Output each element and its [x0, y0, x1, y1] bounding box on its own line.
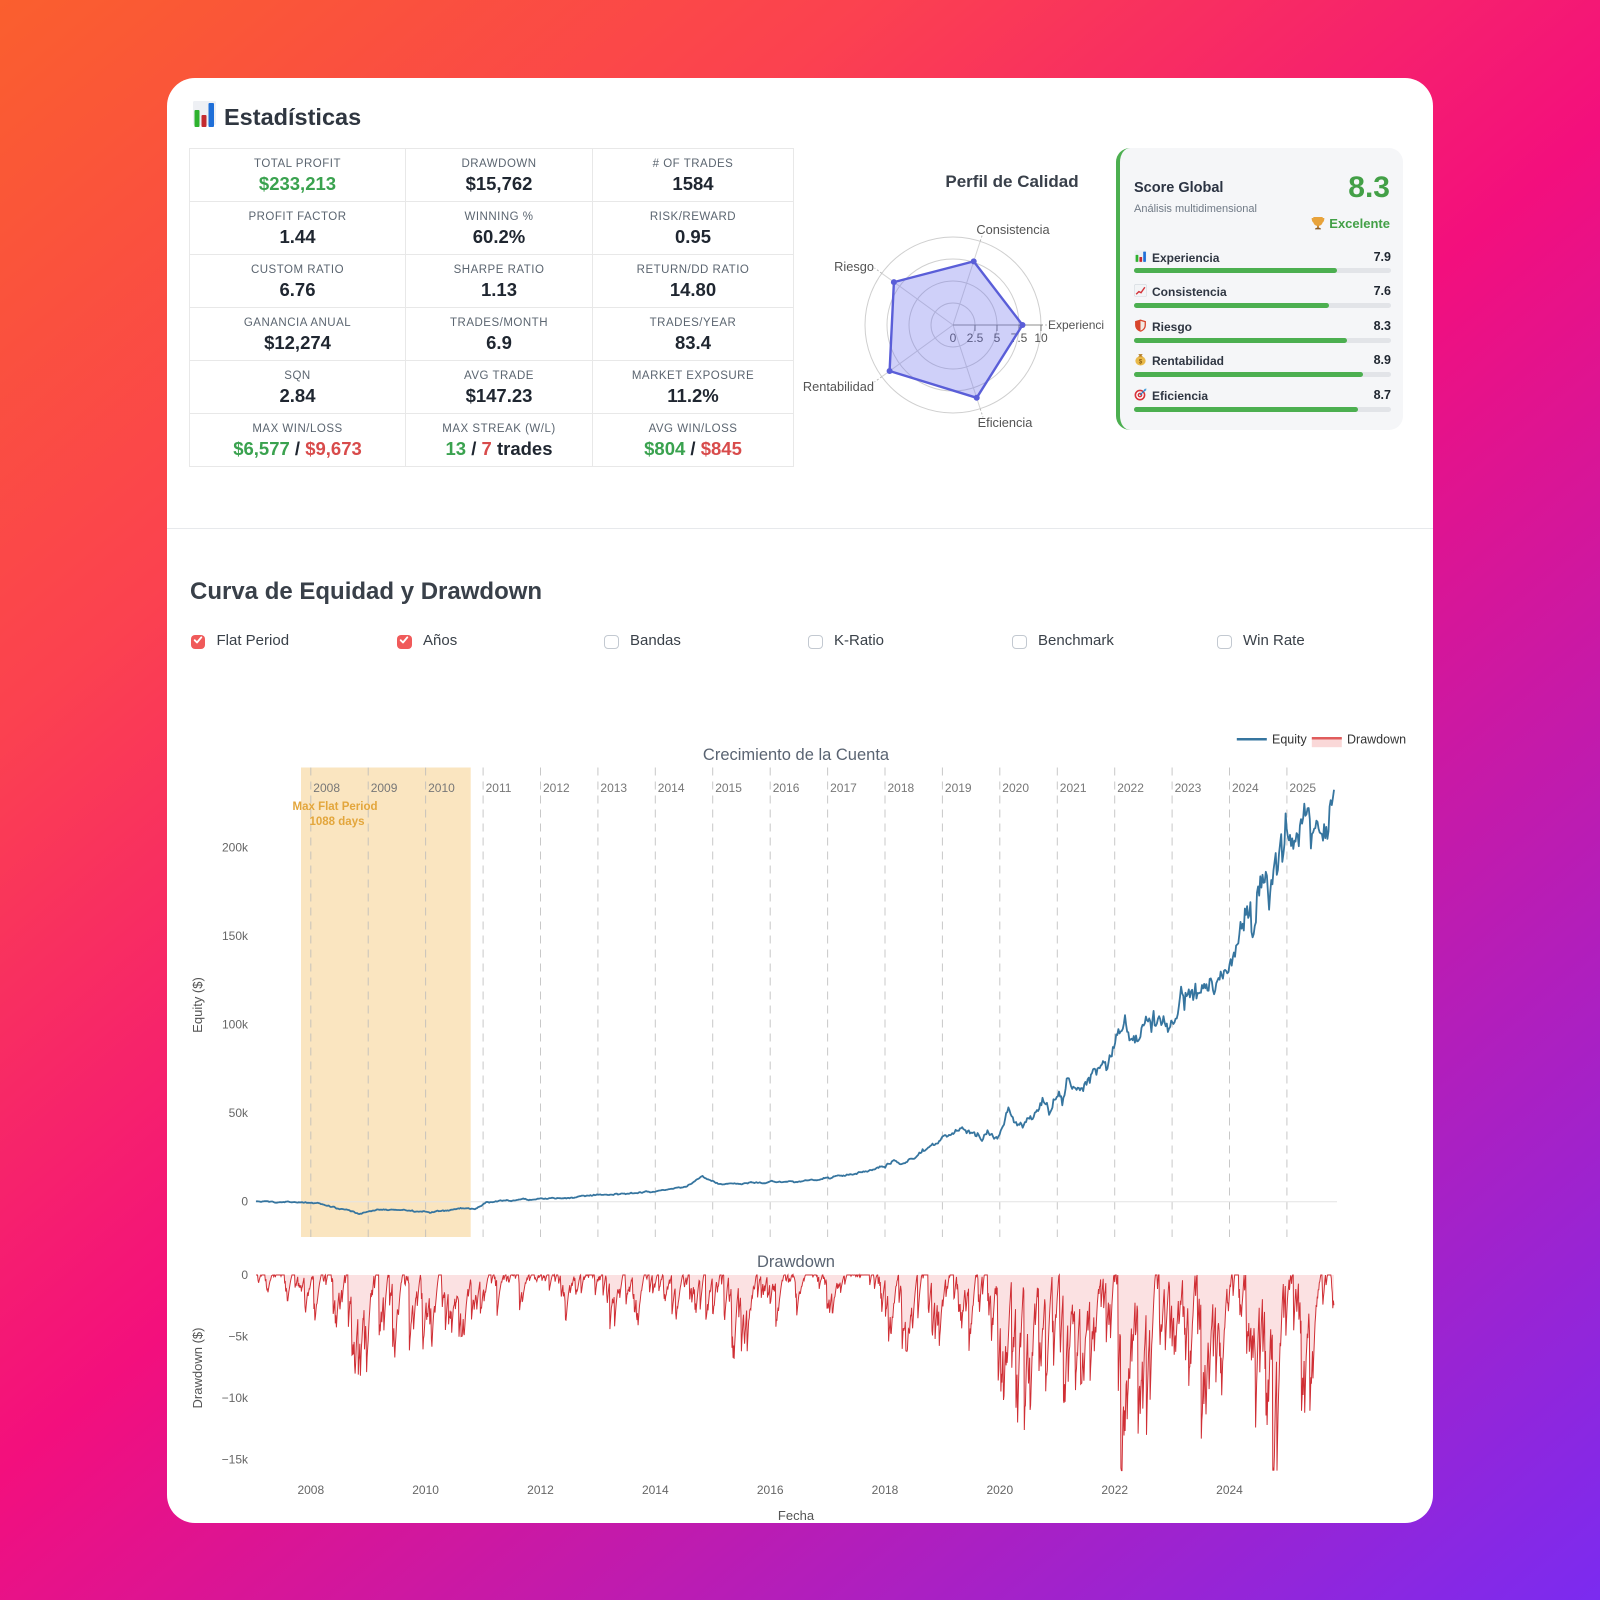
- svg-text:Eficiencia: Eficiencia: [978, 415, 1034, 430]
- svg-text:10: 10: [1034, 331, 1048, 345]
- svg-text:2010: 2010: [412, 1483, 439, 1497]
- svg-text:2.5: 2.5: [967, 331, 984, 345]
- svg-text:2020: 2020: [1002, 781, 1029, 795]
- svg-text:Consistencia: Consistencia: [976, 222, 1050, 237]
- svg-text:Riesgo: Riesgo: [834, 259, 874, 274]
- svg-text:Equity: Equity: [1272, 733, 1307, 747]
- svg-text:2009: 2009: [371, 781, 398, 795]
- svg-text:$: $: [1139, 359, 1143, 365]
- svg-text:2011: 2011: [486, 781, 512, 795]
- svg-text:−15k: −15k: [222, 1453, 249, 1467]
- svg-text:−5k: −5k: [228, 1330, 249, 1344]
- svg-text:2022: 2022: [1101, 1483, 1128, 1497]
- svg-text:Max Flat Period: Max Flat Period: [293, 801, 378, 813]
- svg-text:Rentabilidad: Rentabilidad: [803, 379, 874, 394]
- svg-text:2014: 2014: [642, 1483, 669, 1497]
- svg-text:2018: 2018: [872, 1483, 899, 1497]
- svg-text:2024: 2024: [1232, 781, 1259, 795]
- svg-text:0: 0: [241, 1195, 248, 1209]
- svg-text:2012: 2012: [527, 1483, 554, 1497]
- svg-text:2022: 2022: [1117, 781, 1144, 795]
- svg-text:2019: 2019: [945, 781, 972, 795]
- svg-text:Fecha: Fecha: [778, 1508, 815, 1523]
- svg-text:Drawdown: Drawdown: [757, 1253, 835, 1271]
- svg-text:Equity ($): Equity ($): [190, 977, 205, 1033]
- svg-text:2018: 2018: [888, 781, 915, 795]
- svg-text:2025: 2025: [1289, 781, 1316, 795]
- svg-text:2017: 2017: [830, 781, 857, 795]
- svg-text:2016: 2016: [757, 1483, 784, 1497]
- svg-text:2008: 2008: [313, 781, 340, 795]
- svg-text:2014: 2014: [658, 781, 685, 795]
- svg-text:2013: 2013: [600, 781, 627, 795]
- svg-text:Experienci: Experienci: [1048, 318, 1104, 332]
- svg-text:0: 0: [950, 331, 957, 345]
- svg-text:5: 5: [994, 331, 1001, 345]
- svg-text:2016: 2016: [773, 781, 800, 795]
- svg-text:Drawdown ($): Drawdown ($): [190, 1328, 205, 1409]
- svg-text:2023: 2023: [1175, 781, 1202, 795]
- svg-text:2012: 2012: [543, 781, 570, 795]
- svg-text:0: 0: [241, 1268, 248, 1282]
- svg-text:7.5: 7.5: [1011, 331, 1028, 345]
- svg-text:100k: 100k: [222, 1018, 249, 1032]
- svg-text:2021: 2021: [1060, 781, 1087, 795]
- svg-text:2024: 2024: [1216, 1483, 1243, 1497]
- svg-text:Crecimiento de la Cuenta: Crecimiento de la Cuenta: [703, 746, 890, 764]
- svg-text:2010: 2010: [428, 781, 455, 795]
- svg-text:−10k: −10k: [222, 1391, 249, 1405]
- svg-text:50k: 50k: [229, 1106, 249, 1120]
- svg-text:200k: 200k: [222, 841, 249, 855]
- svg-text:2020: 2020: [986, 1483, 1013, 1497]
- svg-text:2015: 2015: [715, 781, 742, 795]
- svg-text:150k: 150k: [222, 929, 249, 943]
- svg-text:1088 days: 1088 days: [310, 816, 365, 828]
- svg-text:Drawdown: Drawdown: [1347, 733, 1406, 747]
- svg-text:2008: 2008: [297, 1483, 324, 1497]
